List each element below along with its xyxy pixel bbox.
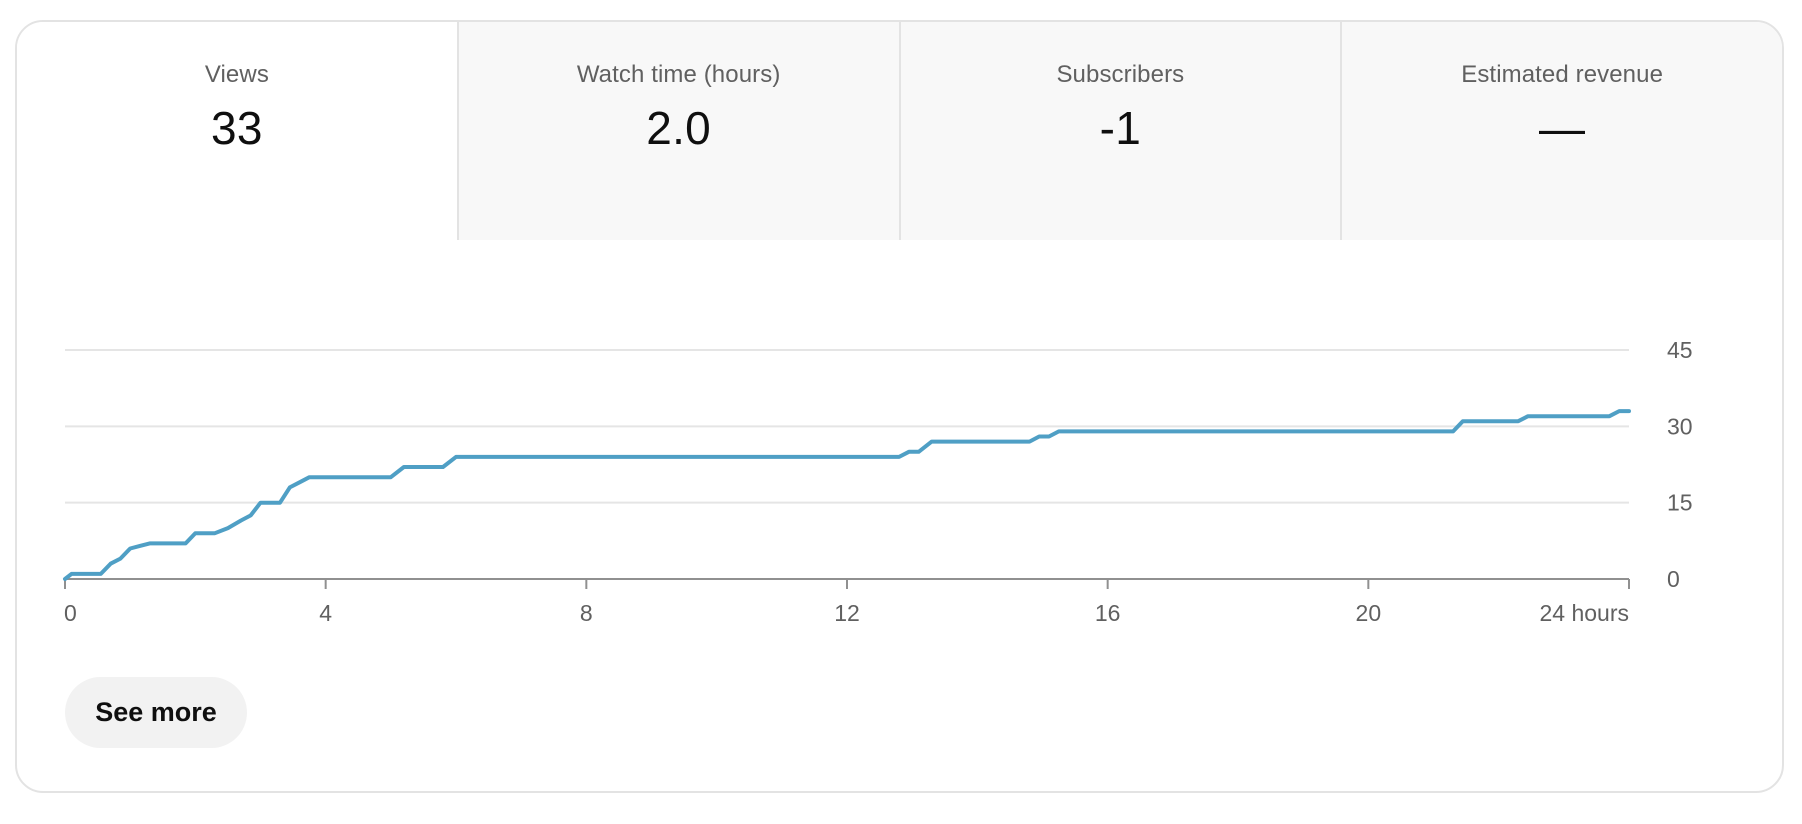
tab-views[interactable]: Views 33 <box>17 22 457 240</box>
tab-subscribers[interactable]: Subscribers -1 <box>898 22 1341 240</box>
views-line-chart: 0 15 30 45 0 4 8 12 16 20 24 hours <box>63 337 1693 626</box>
tab-value: — <box>1538 102 1586 154</box>
tab-label: Estimated revenue <box>1461 61 1664 88</box>
see-more-button[interactable]: See more <box>65 677 247 748</box>
y-tick-label: 15 <box>1667 490 1693 516</box>
tab-label: Watch time (hours) <box>576 61 781 88</box>
metric-tabs: Views 33 Watch time (hours) 2.0 Subscrib… <box>17 22 1782 240</box>
tab-estimated-revenue[interactable]: Estimated revenue — <box>1340 22 1782 240</box>
x-tick-label: 20 <box>1356 600 1382 626</box>
x-tick-label: 12 <box>834 600 860 626</box>
x-tick-label: 24 hours <box>1539 600 1629 626</box>
y-tick-label: 0 <box>1667 566 1680 592</box>
tab-label: Subscribers <box>1056 61 1185 88</box>
x-tick-label: 4 <box>319 600 332 626</box>
analytics-card: Views 33 Watch time (hours) 2.0 Subscrib… <box>15 20 1784 793</box>
tab-watch-time[interactable]: Watch time (hours) 2.0 <box>456 22 899 240</box>
x-tick-label: 8 <box>580 600 593 626</box>
y-tick-label: 45 <box>1667 337 1693 363</box>
tab-value: 2.0 <box>646 102 712 154</box>
tab-value: -1 <box>1099 102 1142 154</box>
tab-label: Views <box>204 61 269 88</box>
x-tick-label: 16 <box>1095 600 1121 626</box>
x-tick-label: 0 <box>64 600 77 626</box>
tab-value: 33 <box>210 102 263 154</box>
y-tick-label: 30 <box>1667 413 1693 439</box>
series-line <box>63 409 1631 581</box>
